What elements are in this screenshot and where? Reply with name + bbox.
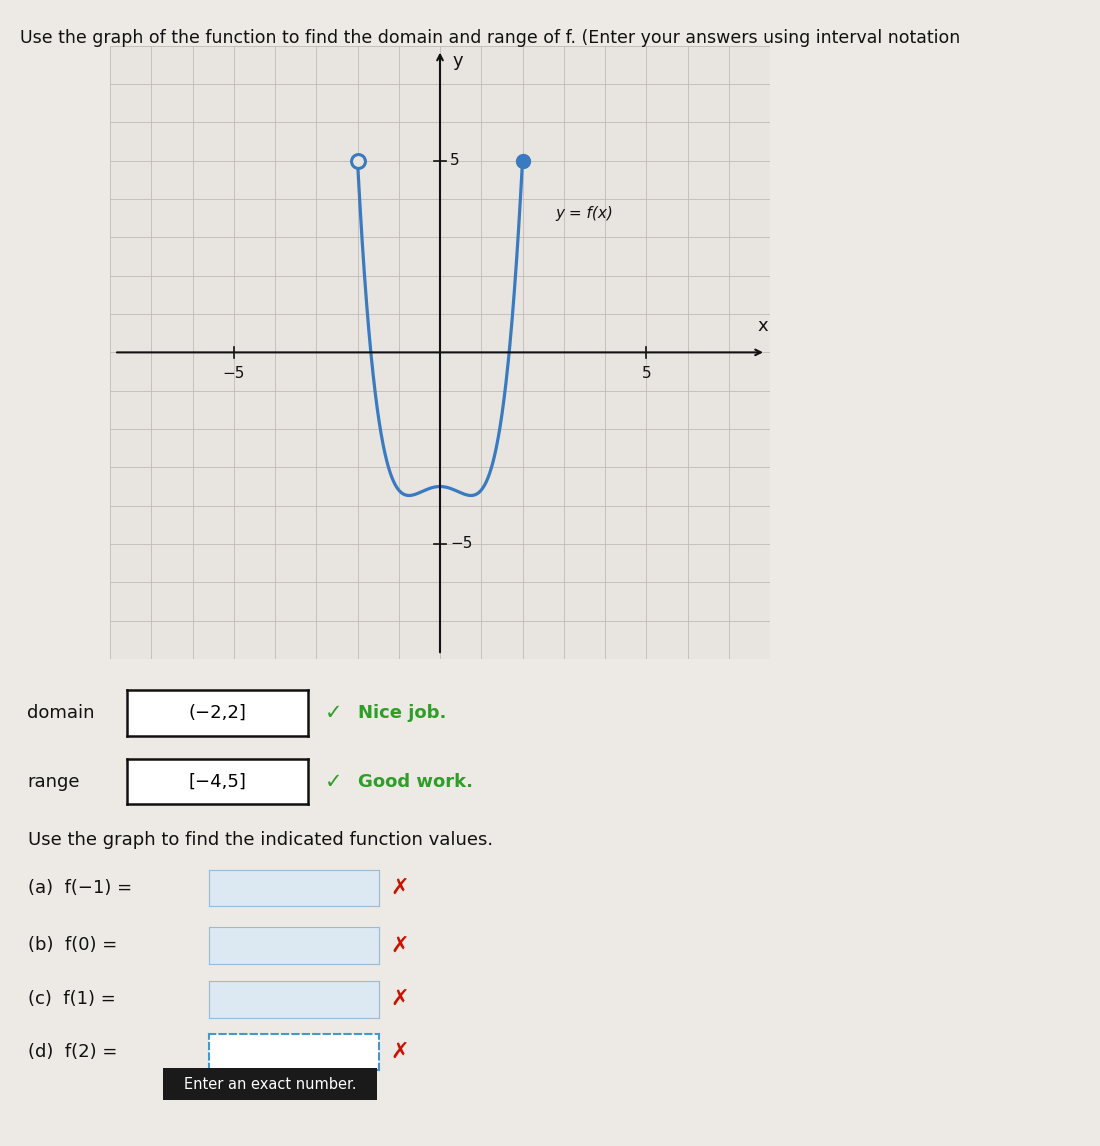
Text: y = f(x): y = f(x) bbox=[556, 206, 614, 221]
Text: (−2,2]: (−2,2] bbox=[188, 704, 246, 722]
Text: (b)  f(0) =: (b) f(0) = bbox=[28, 936, 117, 955]
Text: y: y bbox=[452, 52, 463, 70]
Text: Use the graph to find the indicated function values.: Use the graph to find the indicated func… bbox=[28, 831, 493, 848]
Text: ✗: ✗ bbox=[390, 1042, 409, 1062]
Text: Good work.: Good work. bbox=[358, 772, 473, 791]
Text: ✓: ✓ bbox=[324, 771, 342, 792]
Text: range: range bbox=[28, 772, 80, 791]
Text: (a)  f(−1) =: (a) f(−1) = bbox=[28, 879, 132, 897]
Text: domain: domain bbox=[28, 704, 95, 722]
Text: ✗: ✗ bbox=[390, 878, 409, 898]
Text: (c)  f(1) =: (c) f(1) = bbox=[28, 990, 115, 1008]
Text: −5: −5 bbox=[222, 366, 245, 380]
Text: ✓: ✓ bbox=[324, 702, 342, 723]
Text: 5: 5 bbox=[641, 366, 651, 380]
Text: ✗: ✗ bbox=[390, 989, 409, 1010]
Text: ✗: ✗ bbox=[390, 935, 409, 956]
Text: Enter an exact number.: Enter an exact number. bbox=[184, 1076, 356, 1092]
Text: [−4,5]: [−4,5] bbox=[188, 772, 246, 791]
Text: x: x bbox=[757, 317, 768, 335]
Text: Use the graph of the function to find the domain and range of f. (Enter your ans: Use the graph of the function to find th… bbox=[20, 29, 960, 47]
Text: (d)  f(2) =: (d) f(2) = bbox=[28, 1043, 117, 1061]
Text: 5: 5 bbox=[450, 154, 460, 168]
Text: −5: −5 bbox=[450, 536, 473, 551]
Text: Nice job.: Nice job. bbox=[358, 704, 446, 722]
